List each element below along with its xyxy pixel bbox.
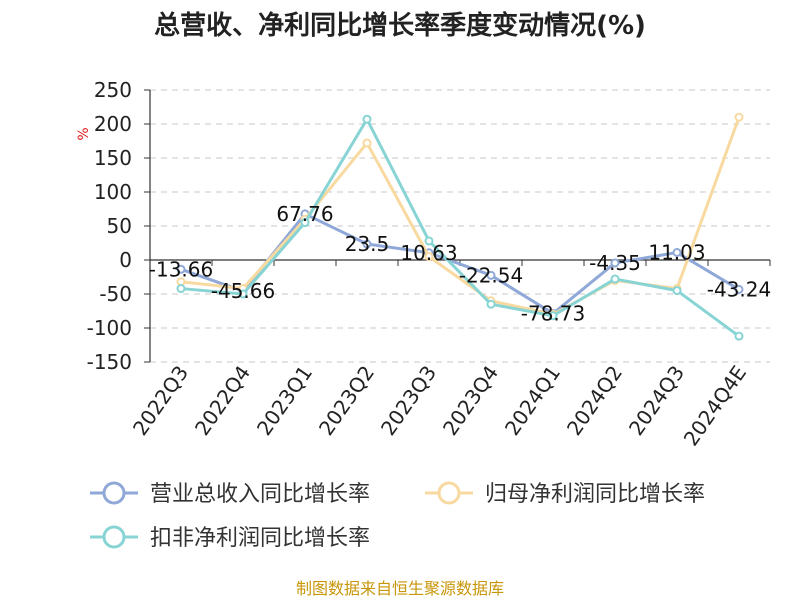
y-tick-label: 150 xyxy=(94,146,132,170)
series-point-2 xyxy=(548,311,558,321)
y-tick-label: -150 xyxy=(87,350,132,374)
series-point-2 xyxy=(672,286,682,296)
series-line-2 xyxy=(180,117,740,338)
series-point-2 xyxy=(238,289,248,299)
x-axis-ticks: 2022Q32022Q42023Q12023Q22023Q32023Q42024… xyxy=(128,361,751,450)
axes xyxy=(144,89,771,363)
source-note: 制图数据来自恒生聚源数据库 xyxy=(296,579,504,598)
y-tick-label: 200 xyxy=(94,112,132,136)
x-tick-label: 2022Q4 xyxy=(190,361,255,440)
y-tick-label: 250 xyxy=(94,78,132,102)
legend-label: 营业总收入同比增长率 xyxy=(150,482,370,507)
data-label: -22.54 xyxy=(459,263,523,287)
series-point-2 xyxy=(424,236,434,246)
data-label: 67.76 xyxy=(276,202,333,226)
y-tick-label: -50 xyxy=(99,282,132,306)
series-point-1 xyxy=(424,252,434,262)
series-point-0 xyxy=(734,284,744,294)
series-point-2 xyxy=(734,331,744,341)
series-lines xyxy=(176,112,744,341)
series-point-1 xyxy=(362,138,372,148)
data-label: -78.73 xyxy=(521,302,585,326)
data-labels: -13.66-45.66 67.76 23.5 10.63-22.54 -78.73 -4… xyxy=(149,202,771,326)
y-tick-label: -100 xyxy=(87,316,132,340)
x-tick-label: 2022Q3 xyxy=(128,361,193,440)
x-tick-label: 2024Q1 xyxy=(500,361,565,440)
legend-marker xyxy=(102,525,126,549)
x-tick-label: 2023Q3 xyxy=(376,361,441,440)
data-label: -13.66 xyxy=(149,257,213,281)
y-tick-label: 100 xyxy=(94,180,132,204)
legend-label: 归母净利润同比增长率 xyxy=(485,482,705,507)
x-tick-label: 2023Q1 xyxy=(252,361,317,440)
x-tick-label: 2024Q2 xyxy=(562,361,627,440)
data-label: 11.03 xyxy=(648,240,705,264)
x-tick-label: 2023Q4 xyxy=(438,361,503,440)
data-label: -43.24 xyxy=(707,277,771,301)
x-tick-label: 2024Q4E xyxy=(679,361,751,450)
series-point-2 xyxy=(300,218,310,228)
series-point-2 xyxy=(486,299,496,309)
x-tick-label: 2023Q2 xyxy=(314,361,379,440)
data-label: -45.66 xyxy=(211,279,275,303)
series-point-0 xyxy=(672,247,682,257)
data-label: 23.5 xyxy=(345,232,390,256)
legend-marker xyxy=(437,481,461,505)
legend-label: 扣非净利润同比增长率 xyxy=(150,526,370,551)
data-label: 10.63 xyxy=(400,241,457,265)
legend-marker xyxy=(102,481,126,505)
series-point-2 xyxy=(610,274,620,284)
series-point-0 xyxy=(486,270,496,280)
series-point-0 xyxy=(362,239,372,249)
y-tick-label: 50 xyxy=(107,214,132,238)
y-tick-label: 0 xyxy=(119,248,132,272)
x-tick-label: 2024Q3 xyxy=(624,361,689,440)
gridlines xyxy=(150,89,770,363)
series-point-0 xyxy=(176,264,186,274)
series-point-1 xyxy=(734,112,744,122)
data-label: -4.35 xyxy=(589,251,641,275)
series-point-0 xyxy=(610,258,620,268)
chart-title: 总营收、净利同比增长率季度变动情况(%) xyxy=(154,10,646,41)
series-point-2 xyxy=(176,284,186,294)
series-point-2 xyxy=(362,114,372,124)
y-axis-unit-label: % xyxy=(76,127,92,140)
y-axis-ticks: 250 200 150 100 50 0 -50 -100 -150 xyxy=(87,78,132,374)
